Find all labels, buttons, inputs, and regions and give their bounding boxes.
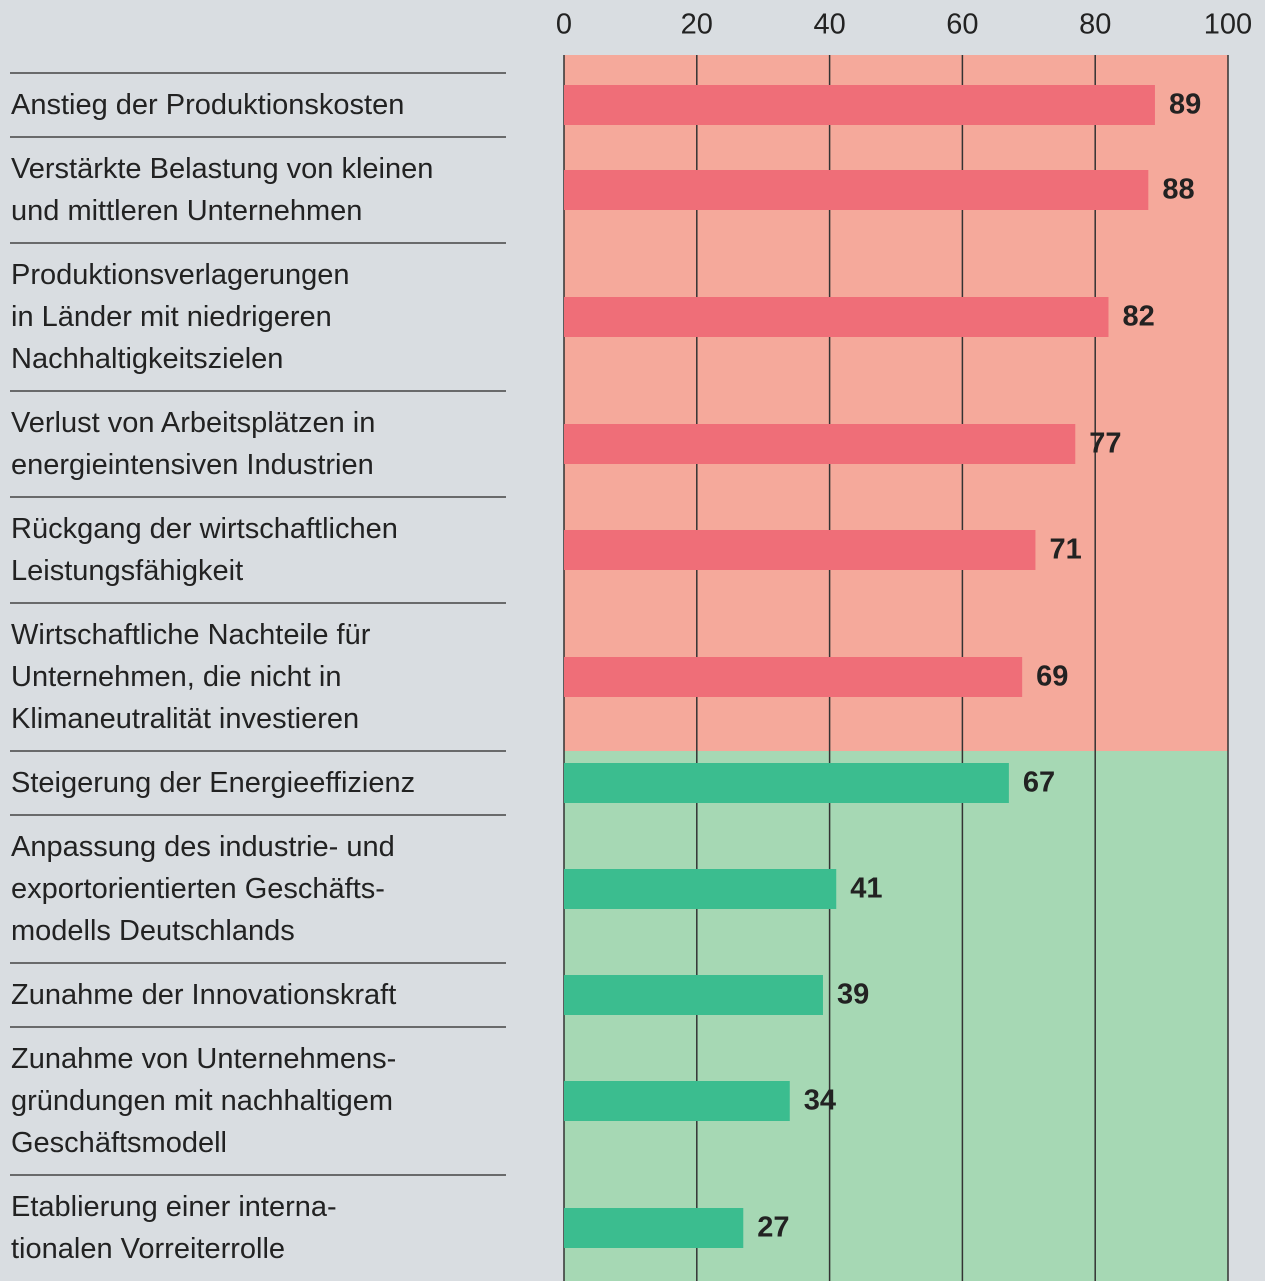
category-label: Steigerung der Energieeffizienz	[11, 767, 416, 799]
bar	[564, 297, 1109, 337]
value-label: 69	[1036, 661, 1068, 693]
category-label: Verstärkte Belastung von kleinen und mit…	[11, 153, 434, 227]
category-label: Rückgang der wirtschaftlichen Leistungsf…	[11, 513, 398, 587]
x-tick-label: 20	[681, 9, 713, 41]
bar	[564, 170, 1149, 210]
bar	[564, 85, 1155, 125]
bar	[564, 657, 1023, 697]
bar	[564, 975, 823, 1015]
value-label: 71	[1049, 534, 1081, 566]
bar	[564, 530, 1036, 570]
category-label: Zunahme der Innovationskraft	[11, 979, 397, 1011]
value-label: 39	[837, 979, 869, 1011]
x-tick-label: 40	[813, 9, 845, 41]
value-label: 88	[1162, 174, 1194, 206]
bar	[564, 1208, 744, 1248]
value-label: 77	[1089, 428, 1121, 460]
value-label: 27	[757, 1212, 789, 1244]
category-label: Produktionsverlagerungen in Länder mit n…	[11, 259, 350, 375]
category-label: Anpassung des industrie- und exportorien…	[11, 831, 395, 947]
x-tick-label: 80	[1079, 9, 1111, 41]
bar	[564, 763, 1009, 803]
category-label: Verlust von Arbeitsplätzen in energieint…	[11, 407, 376, 481]
bar	[564, 869, 837, 909]
value-label: 41	[850, 873, 882, 905]
value-label: 89	[1169, 89, 1201, 121]
category-label: Zunahme von Unternehmens- gründungen mit…	[11, 1043, 397, 1159]
value-label: 34	[804, 1085, 836, 1117]
category-label: Wirtschaftliche Nachteile für Unternehme…	[11, 619, 371, 735]
bar	[564, 424, 1076, 464]
x-tick-label: 0	[556, 9, 572, 41]
category-label: Anstieg der Produktionskosten	[11, 89, 405, 121]
value-label: 82	[1122, 301, 1154, 333]
x-tick-label: 100	[1204, 9, 1252, 41]
category-label: Etablierung einer interna- tionalen Vorr…	[11, 1191, 337, 1265]
value-label: 67	[1023, 767, 1055, 799]
x-tick-label: 60	[946, 9, 978, 41]
bar	[564, 1081, 790, 1121]
